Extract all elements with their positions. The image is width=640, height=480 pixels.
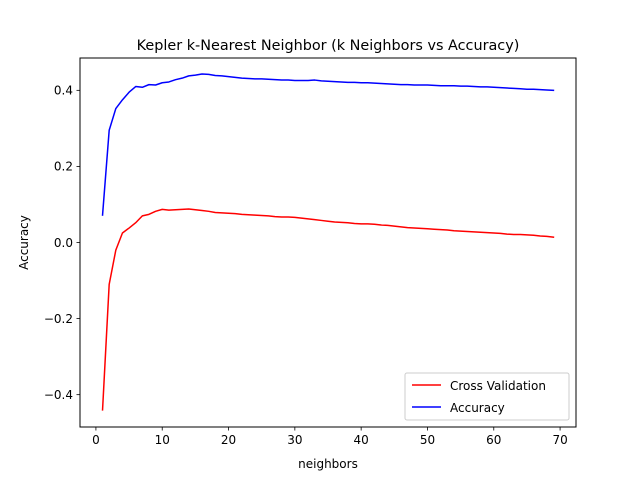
y-axis: −0.4 −0.2 0.0 0.2 0.4 [44, 84, 80, 402]
x-tick-label: 20 [221, 433, 236, 447]
x-tick-label: 30 [287, 433, 302, 447]
x-tick-label: 0 [92, 433, 100, 447]
chart-title: Kepler k-Nearest Neighbor (k Neighbors v… [137, 38, 520, 54]
y-tick-label: 0.4 [54, 84, 73, 98]
x-tick-label: 50 [420, 433, 435, 447]
x-axis: 0 10 20 30 40 50 60 70 [92, 427, 568, 447]
y-tick-label: 0.2 [54, 160, 73, 174]
x-tick-label: 10 [155, 433, 170, 447]
series-line-accuracy [101, 73, 555, 216]
legend-box [404, 372, 570, 421]
plot-area [80, 58, 576, 427]
series-layer [101, 73, 555, 411]
y-axis-title: Accuracy [17, 215, 31, 270]
x-tick-label: 40 [354, 433, 369, 447]
x-axis-title: neighbors [298, 457, 358, 471]
y-tick-label: −0.4 [44, 388, 73, 402]
series-line-cross-validation [101, 208, 555, 411]
legend: Cross Validation Accuracy [404, 372, 570, 421]
y-tick-label: −0.2 [44, 312, 73, 326]
x-tick-label: 70 [552, 433, 567, 447]
legend-label-accuracy: Accuracy [450, 401, 505, 415]
y-tick-label: 0.0 [54, 236, 73, 250]
x-tick-label: 60 [486, 433, 501, 447]
legend-label-cross-validation: Cross Validation [450, 379, 546, 393]
